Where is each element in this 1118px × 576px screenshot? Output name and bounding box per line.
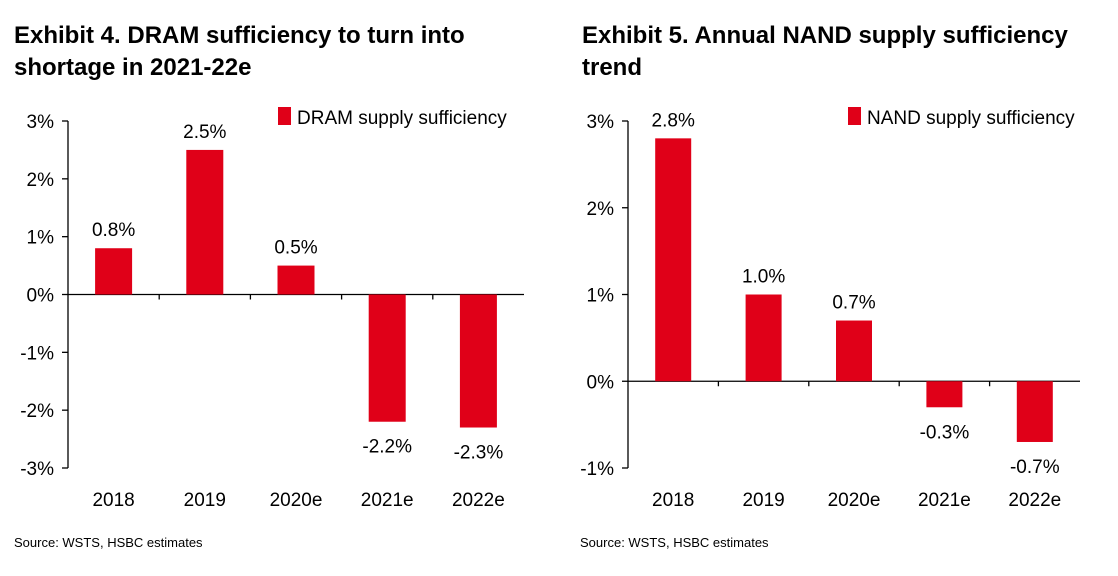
x-tick-label: 2019 — [742, 490, 784, 511]
data-label: 2.8% — [652, 110, 695, 131]
x-tick-label: 2019 — [184, 490, 226, 511]
legend-swatch — [848, 107, 861, 125]
data-label: 1.0% — [742, 267, 785, 288]
x-tick-label: 2018 — [652, 490, 694, 511]
source-note: Source: WSTS, HSBC estimates — [580, 535, 769, 550]
chart-title: Exhibit 4. DRAM sufficiency to turn into… — [14, 22, 465, 81]
bar — [95, 248, 133, 295]
y-tick-label: 1% — [587, 286, 615, 307]
y-tick-label: -1% — [580, 459, 614, 480]
exhibit-4: Exhibit 4. DRAM sufficiency to turn into… — [14, 22, 524, 550]
x-tick-label: 2020e — [828, 490, 881, 511]
bar — [745, 294, 782, 382]
bar — [368, 294, 406, 422]
x-tick-label: 2020e — [270, 490, 323, 511]
bar — [1016, 381, 1053, 442]
data-label: 0.8% — [92, 220, 135, 241]
bar — [459, 294, 497, 428]
bar — [655, 138, 692, 382]
data-label: -0.7% — [1010, 457, 1060, 478]
y-tick-label: 2% — [587, 199, 615, 220]
y-tick-label: 0% — [587, 372, 615, 393]
y-tick-label: 0% — [27, 286, 55, 307]
x-tick-label: 2021e — [918, 490, 971, 511]
data-label: -2.3% — [454, 443, 504, 464]
y-tick-label: 1% — [27, 228, 55, 249]
bar — [186, 149, 224, 295]
y-tick-label: -3% — [20, 459, 54, 480]
y-tick-label: 2% — [27, 170, 55, 191]
dram-bar-chart: 3% 2% 1% 0% -1% -2% -3% 0.8% 2018 2.5% 2019 0.5% 202… — [20, 107, 524, 511]
y-tick-label: -1% — [20, 343, 54, 364]
data-label: 0.7% — [832, 293, 875, 314]
data-label: -2.2% — [362, 437, 412, 458]
data-label: 2.5% — [183, 122, 226, 143]
bar — [277, 265, 315, 295]
legend-label: NAND supply sufficiency — [867, 108, 1075, 129]
legend-swatch — [278, 107, 291, 125]
legend-label: DRAM supply sufficiency — [297, 108, 507, 129]
data-label: -0.3% — [920, 422, 970, 443]
bar — [836, 320, 872, 382]
data-label: 0.5% — [274, 238, 317, 259]
nand-bar-chart: 3% 2% 1% 0% -1% 2.8% 2018 1.0% 2019 0.7% 2020e -0.3… — [580, 107, 1080, 511]
exhibit-5: Exhibit 5. Annual NAND supply sufficienc… — [560, 0, 1118, 576]
x-tick-label: 2018 — [92, 490, 134, 511]
x-tick-label: 2021e — [361, 490, 414, 511]
source-note: Source: WSTS, HSBC estimates — [14, 535, 203, 550]
y-tick-label: 3% — [27, 112, 55, 133]
y-tick-label: -2% — [20, 401, 54, 422]
x-tick-label: 2022e — [1008, 490, 1061, 511]
x-tick-label: 2022e — [452, 490, 505, 511]
y-tick-label: 3% — [587, 112, 615, 133]
chart-title: Exhibit 5. Annual NAND supply sufficienc… — [582, 22, 1068, 81]
bar — [926, 381, 963, 408]
